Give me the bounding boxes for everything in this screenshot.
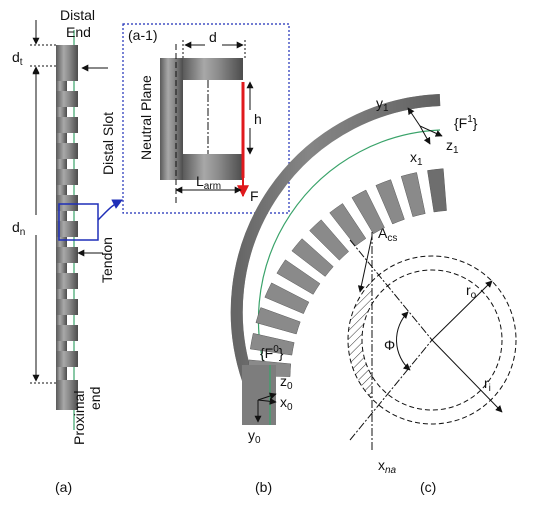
inset-frame xyxy=(122,23,290,214)
x0-axis xyxy=(257,397,277,405)
segment-b xyxy=(255,307,301,335)
distal-slot-label: Distal Slot xyxy=(100,112,116,175)
segment-b xyxy=(264,282,310,314)
segment-a xyxy=(56,91,78,107)
proximal-end-label-line1: Proximal xyxy=(71,391,87,445)
proximal-ring xyxy=(56,380,78,410)
segment-a xyxy=(56,221,78,237)
inset-force-label: F xyxy=(250,188,259,204)
segment-b xyxy=(250,333,295,356)
segment-b xyxy=(375,179,405,225)
tube-segments-a xyxy=(56,91,78,367)
distal-end-label-line1: Distal xyxy=(60,7,95,23)
caption-b: (b) xyxy=(255,479,272,495)
segment-a xyxy=(56,299,78,315)
inner-circle xyxy=(361,269,503,411)
z1-axis xyxy=(419,125,443,137)
segment-b xyxy=(329,203,367,247)
x0-label: x0 xyxy=(280,394,293,413)
segment-a xyxy=(56,169,78,185)
segment-a xyxy=(56,325,78,341)
ro-label: ro xyxy=(466,282,477,301)
segment-a xyxy=(56,117,78,133)
inset-spine xyxy=(160,58,183,180)
tube-spine-b-shade xyxy=(230,94,441,425)
panel-c: Acs ro ri Φ xna (c) xyxy=(347,225,517,495)
inset-bottom-segment xyxy=(183,154,243,180)
xna-label: xna xyxy=(378,457,397,476)
frame1-label: {F1} xyxy=(454,114,478,131)
y0-label: y0 xyxy=(248,427,261,446)
y1-label: y1 xyxy=(376,95,389,114)
proximal-end-label-line2: end xyxy=(87,387,103,410)
dn-label: dn xyxy=(12,219,25,238)
inset-h-label: h xyxy=(254,111,262,127)
tendon-label: Tendon xyxy=(99,237,115,283)
segment-a xyxy=(56,273,78,289)
segment-a xyxy=(56,143,78,159)
hatched-area xyxy=(348,260,372,424)
neutral-plane-label: Neutral Plane xyxy=(138,75,154,160)
inset-larm-label: Larm xyxy=(196,173,221,192)
x1-axis xyxy=(419,125,431,145)
segment-b xyxy=(276,259,321,295)
panel-b: {F0} z0 x0 y0 y1 {F1} x1 z1 (b) xyxy=(230,94,478,495)
acs-label: Acs xyxy=(378,225,397,244)
segment-b xyxy=(309,219,350,261)
acs-leader xyxy=(357,235,373,293)
phi-arc xyxy=(396,311,411,371)
caption-a: (a) xyxy=(55,479,72,495)
angle-ray-2 xyxy=(349,339,433,441)
z0-label: z0 xyxy=(280,373,293,392)
base-section-b xyxy=(242,365,276,425)
tube-segments-b xyxy=(247,168,447,377)
callout-arrow xyxy=(97,199,123,221)
ri-arrow xyxy=(431,339,503,413)
inset-tag: (a-1) xyxy=(128,27,158,43)
inset-a1: (a-1) Neutral Plane d F h Larm xyxy=(122,23,290,214)
segment-b xyxy=(400,172,426,217)
segment-b xyxy=(427,168,447,213)
phi-label: Φ xyxy=(384,337,395,353)
z0-axis xyxy=(257,392,277,401)
inset-d-label: d xyxy=(209,29,217,45)
distal-end-label-line2: End xyxy=(66,24,91,40)
panel-a: dt dn Distal End Distal Slot Tendon Prox… xyxy=(12,7,123,495)
segment-b xyxy=(351,189,385,235)
segment-a xyxy=(56,195,78,211)
inset-top-segment xyxy=(183,58,243,80)
frame0-label: {F0} xyxy=(260,344,284,361)
callout-box xyxy=(58,203,99,241)
ri-label: ri xyxy=(484,375,491,394)
segment-a xyxy=(56,247,78,263)
segment-b xyxy=(291,238,334,277)
dt-label: dt xyxy=(12,49,23,68)
y1-axis xyxy=(407,107,421,127)
caption-c: (c) xyxy=(420,479,436,495)
angle-ray-1 xyxy=(349,239,433,341)
ro-arrow xyxy=(431,280,493,341)
distal-ring xyxy=(56,45,78,81)
outer-circle xyxy=(347,255,517,425)
z1-label: z1 xyxy=(446,137,459,156)
segment-a xyxy=(56,351,78,367)
x1-label: x1 xyxy=(410,149,423,168)
